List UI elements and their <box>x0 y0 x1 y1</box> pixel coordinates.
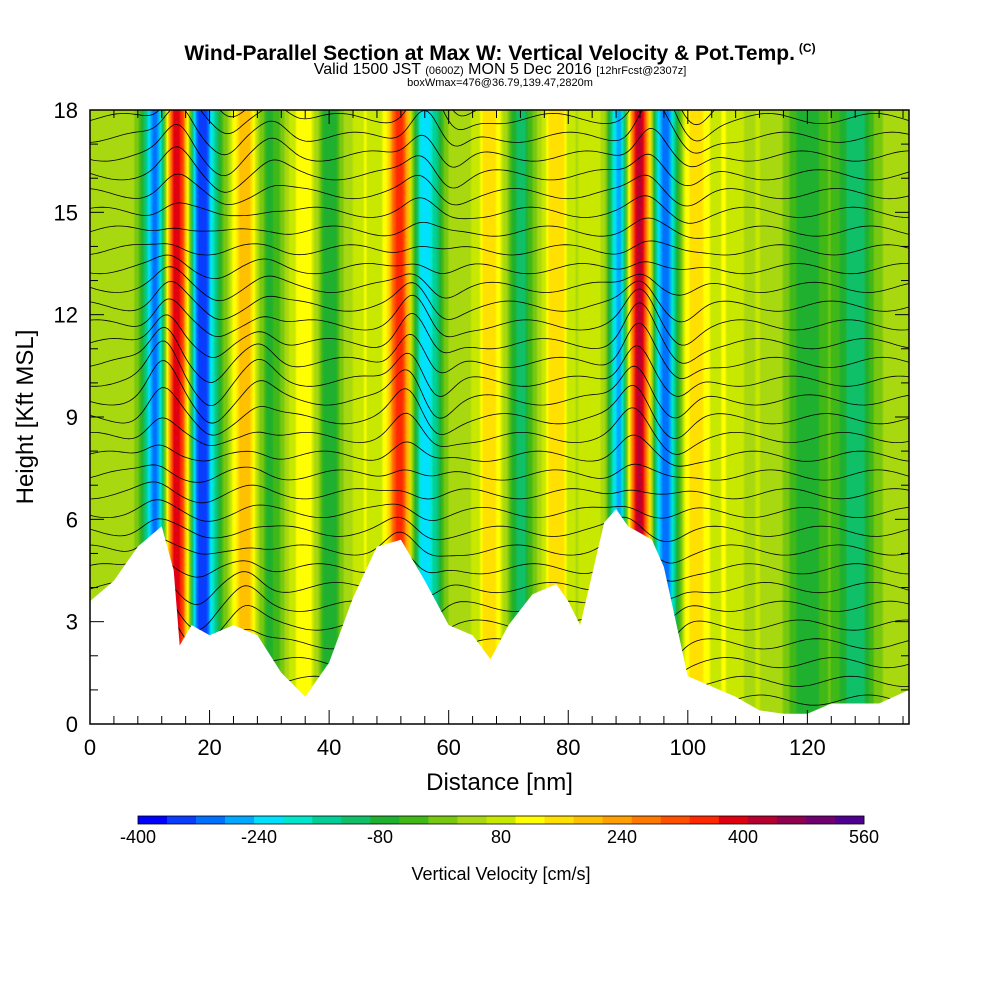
colorbar-swatch <box>834 816 865 824</box>
x-tick-label: 0 <box>84 735 96 760</box>
colorbar-tick-label: 240 <box>607 827 637 847</box>
x-tick-label: 80 <box>556 735 580 760</box>
colorbar-tick-label: 80 <box>491 827 511 847</box>
isentrope-line <box>90 527 909 564</box>
colorbar-swatch <box>457 816 487 824</box>
x-tick-label: 20 <box>197 735 221 760</box>
x-tick-label: 100 <box>669 735 706 760</box>
x-axis-title: Distance [nm] <box>426 769 573 796</box>
isentrope-line <box>90 340 909 406</box>
valid-date: MON 5 Dec 2016 <box>468 61 592 78</box>
isentrope-line <box>90 481 909 504</box>
x-tick-label: 120 <box>789 735 826 760</box>
valid-prefix: Valid 1500 JST <box>313 61 421 78</box>
terrain-mask <box>90 509 909 724</box>
isentrope-line <box>90 516 909 543</box>
isentrope-line <box>90 123 909 177</box>
y-tick-label: 18 <box>54 98 78 123</box>
isentrope-line <box>90 385 909 440</box>
colorbar-swatch <box>428 816 458 824</box>
isentrope-line <box>90 582 909 650</box>
colorbar-swatch <box>283 816 313 824</box>
colorbar-swatch <box>805 816 836 824</box>
isentrope-line <box>90 110 909 142</box>
colorbar-swatch <box>370 816 400 824</box>
isentrope-line <box>90 280 909 323</box>
colorbar-swatch <box>167 816 197 824</box>
isentrope-line <box>90 110 909 156</box>
isentrope-line <box>90 322 909 383</box>
isentrope-line <box>90 254 909 280</box>
title-text: Wind-Parallel Section at Max W: Vertical… <box>184 42 795 65</box>
isentrope-line <box>90 499 909 522</box>
y-axis-title: Height [Kft MSL] <box>12 330 39 505</box>
colorbar-swatch <box>602 816 632 824</box>
colorbar: -400 -240 -80 80 240 400 560 Vertical Velocity … <box>120 815 879 884</box>
isentrope-line <box>90 541 909 582</box>
colorbar-swatch <box>399 816 429 824</box>
velocity-field <box>90 110 909 724</box>
colorbar-swatch <box>544 816 574 824</box>
isentrope-line <box>90 302 909 364</box>
isentrope-line <box>90 44 909 102</box>
isentrope-line <box>219 110 716 126</box>
isentrope-line <box>90 195 909 224</box>
isentrope-line <box>90 240 909 256</box>
colorbar-swatch <box>138 816 168 824</box>
chart-subtitle: Valid 1500 JST (0600Z) MON 5 Dec 2016 [1… <box>0 61 1000 80</box>
colorbar-swatch <box>573 816 603 824</box>
colorbar-swatch <box>747 816 778 824</box>
colorbar-swatch <box>312 816 342 824</box>
y-tick-label: 6 <box>66 507 78 532</box>
colorbar-tick-label: 400 <box>728 827 758 847</box>
colorbar-swatch <box>515 816 545 824</box>
colorbar-frame <box>137 815 865 825</box>
colorbar-tick-label: -400 <box>120 827 156 847</box>
colorbar-swatch <box>689 816 720 824</box>
colorbar-swatch <box>341 816 371 824</box>
isentrope-line <box>90 288 909 346</box>
isentrope-line <box>90 434 909 467</box>
isentrope-line <box>90 567 909 631</box>
box-info: boxWmax=476@36.79,139.47,2820m <box>407 77 593 89</box>
colorbar-swatch <box>718 816 749 824</box>
colorbar-swatch <box>776 816 807 824</box>
forecast-info: [12hrFcst@2307z] <box>596 65 687 77</box>
colorbar-swatch <box>486 816 516 824</box>
x-tick-label: 60 <box>436 735 460 760</box>
colorbar-swatch <box>254 816 284 824</box>
isentrope-line <box>90 463 909 483</box>
colorbar-title: Vertical Velocity [cm/s] <box>411 864 590 884</box>
colorbar-tick-label: 560 <box>849 827 879 847</box>
isentrope-line <box>90 360 909 424</box>
colorbar-tick-label: -80 <box>367 827 393 847</box>
y-tick-label: 9 <box>66 405 78 430</box>
colorbar-swatch <box>196 816 226 824</box>
chart-title: Wind-Parallel Section at Max W: Vertical… <box>0 36 1000 66</box>
valid-utc: (0600Z) <box>425 65 464 77</box>
isentrope-line <box>90 173 909 207</box>
isentrope-line <box>90 407 909 455</box>
colorbar-tick-label: -240 <box>241 827 277 847</box>
colorbar-swatch <box>660 816 691 824</box>
isentrope-line <box>90 557 909 605</box>
colorbar-swatch <box>225 816 255 824</box>
y-tick-label: 15 <box>54 200 78 225</box>
y-tick-label: 12 <box>54 303 78 328</box>
x-tick-label: 40 <box>317 735 341 760</box>
colorbar-swatch <box>631 816 662 824</box>
plot-area <box>90 44 909 724</box>
y-tick-label: 3 <box>66 610 78 635</box>
copyright-mark: (C) <box>798 41 816 55</box>
isentrope-line <box>90 266 909 302</box>
isentrope-line <box>90 217 909 239</box>
y-tick-label: 0 <box>66 712 78 737</box>
isentrope-line <box>90 146 909 193</box>
axis-ticks: 0 20 40 60 80 100 120 0 3 6 9 12 15 18 Distance [nm] He… <box>12 98 909 796</box>
